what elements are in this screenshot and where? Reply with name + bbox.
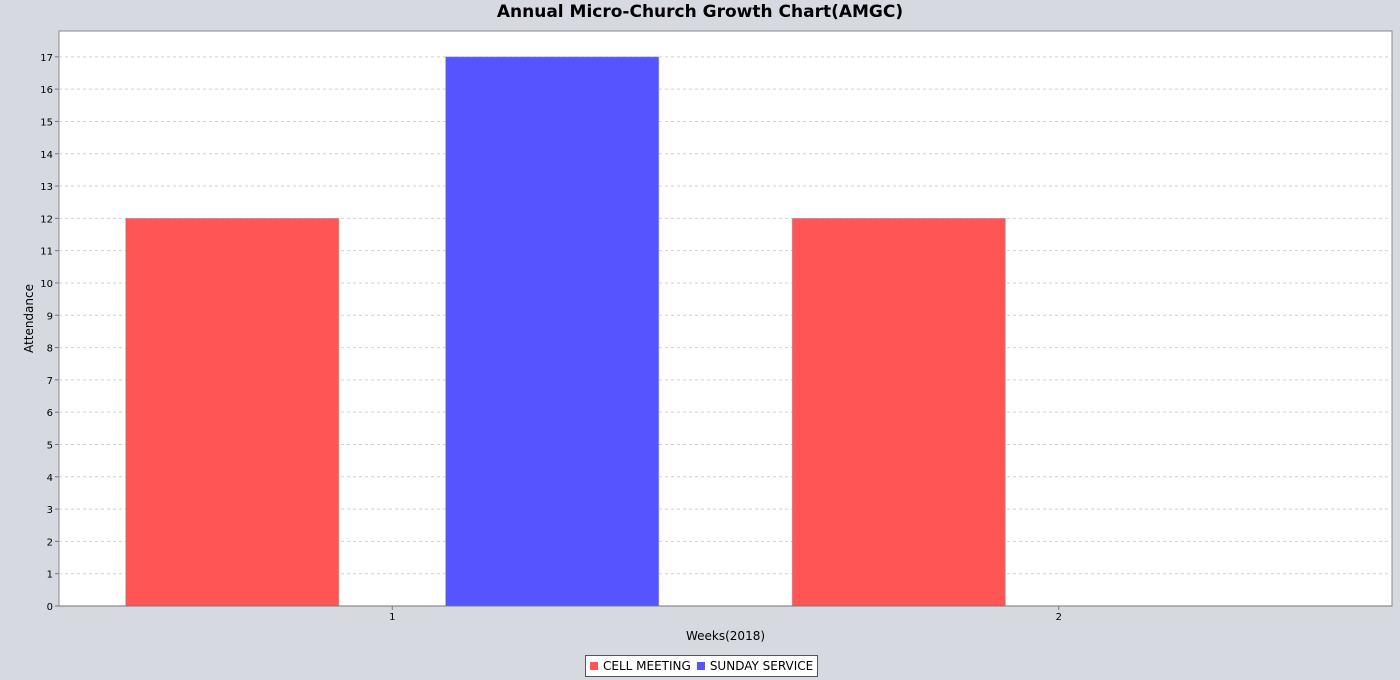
chart-title: Annual Micro-Church Growth Chart(AMGC): [496, 2, 904, 22]
legend-label-cell-meeting: CELL MEETING: [603, 659, 691, 673]
y-tick-label: 5: [47, 440, 53, 451]
bar-sunday-service-week-1: [445, 56, 660, 607]
y-tick-label: 11: [40, 247, 53, 258]
y-tick-label: 8: [47, 344, 53, 355]
bar-cell-meeting-week-2: [791, 218, 1006, 607]
bars: [125, 56, 1006, 607]
legend-item-sunday-service: SUNDAY SERVICE: [696, 659, 814, 673]
y-tick-label: 6: [47, 408, 53, 419]
y-tick-label: 4: [47, 473, 53, 484]
bar-cell-meeting-week-1: [125, 218, 340, 607]
y-tick-label: 16: [40, 85, 53, 96]
y-tick-label: 15: [40, 117, 53, 128]
legend-label-sunday-service: SUNDAY SERVICE: [709, 659, 814, 673]
y-axis-label: Attendance: [22, 284, 36, 353]
x-axis-label: Weeks(2018): [686, 629, 765, 643]
y-tick-label: 9: [47, 311, 53, 322]
y-tick-label: 0: [47, 602, 53, 613]
legend-swatch-cell-meeting: [590, 662, 598, 670]
y-tick-label: 13: [40, 182, 53, 193]
y-tick-label: 12: [40, 214, 53, 225]
legend-item-cell-meeting: CELL MEETING: [590, 659, 691, 673]
y-tick-label: 3: [47, 505, 53, 516]
y-tick-label: 7: [47, 376, 53, 387]
legend-swatch-sunday-service: [696, 662, 705, 670]
x-tick-label: 1: [389, 612, 395, 623]
y-tick-label: 14: [40, 150, 53, 161]
y-tick-label: 10: [40, 279, 53, 290]
y-tick-label: 2: [47, 537, 53, 548]
y-tick-label: 1: [47, 570, 53, 581]
legend: CELL MEETING SUNDAY SERVICE: [585, 655, 819, 677]
x-tick-label: 2: [1056, 612, 1062, 623]
y-tick-label: 17: [40, 53, 53, 64]
